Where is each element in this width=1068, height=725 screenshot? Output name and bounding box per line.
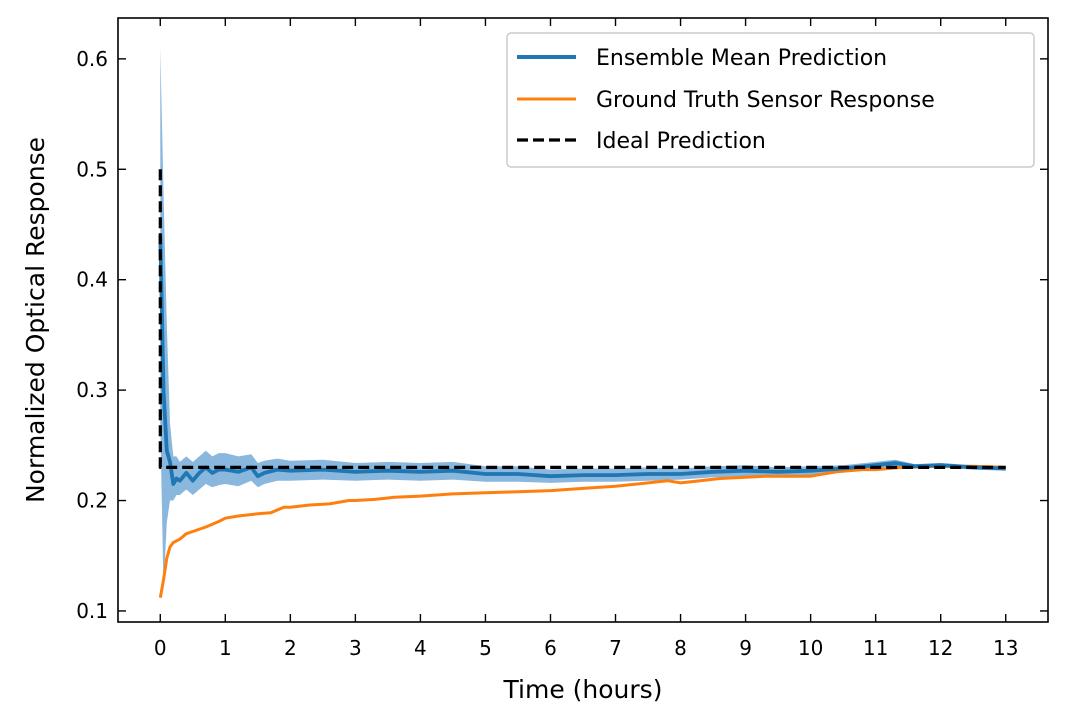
x-axis-title: Time (hours) <box>503 675 663 704</box>
prediction-uncertainty-band <box>160 47 1006 589</box>
x-axis-ticks: 0 1 2 3 4 5 6 7 8 9 10 11 12 13 <box>154 18 1018 660</box>
x-tick-label: 6 <box>544 636 557 660</box>
x-tick-label: 10 <box>798 636 823 660</box>
x-tick-label: 4 <box>414 636 427 660</box>
ideal-prediction-line <box>158 169 1006 469</box>
x-tick-label: 7 <box>609 636 622 660</box>
x-tick-label: 12 <box>928 636 953 660</box>
x-tick-label: 11 <box>863 636 888 660</box>
ensemble-mean-line <box>158 235 1006 486</box>
legend: Ensemble Mean Prediction Ground Truth Se… <box>506 32 1035 168</box>
legend-label-ideal-prediction: Ideal Prediction <box>596 129 766 154</box>
x-tick-label: 1 <box>219 636 232 660</box>
x-tick-label: 9 <box>739 636 752 660</box>
legend-box <box>506 32 1035 168</box>
y-tick-label: 0.4 <box>76 268 108 292</box>
plot-frame <box>117 17 1049 623</box>
y-tick-label: 0.2 <box>76 489 108 513</box>
y-tick-label: 0.5 <box>76 157 108 181</box>
plot-content <box>158 47 1006 598</box>
y-axis-title: Normalized Optical Response <box>21 137 50 503</box>
x-tick-label: 5 <box>479 636 492 660</box>
y-tick-label: 0.1 <box>76 599 108 623</box>
x-tick-label: 2 <box>284 636 297 660</box>
ground-truth-line <box>158 464 1006 598</box>
x-tick-label: 13 <box>993 636 1018 660</box>
x-tick-label: 3 <box>349 636 362 660</box>
y-axis-ticks: 0.1 0.2 0.3 0.4 0.5 0.6 <box>76 47 1048 623</box>
legend-label-ground-truth: Ground Truth Sensor Response <box>596 88 935 113</box>
y-tick-label: 0.3 <box>76 378 108 402</box>
legend-label-ensemble-mean: Ensemble Mean Prediction <box>596 46 887 71</box>
y-tick-label: 0.6 <box>76 47 108 71</box>
x-tick-label: 0 <box>154 636 167 660</box>
x-tick-label: 8 <box>674 636 687 660</box>
